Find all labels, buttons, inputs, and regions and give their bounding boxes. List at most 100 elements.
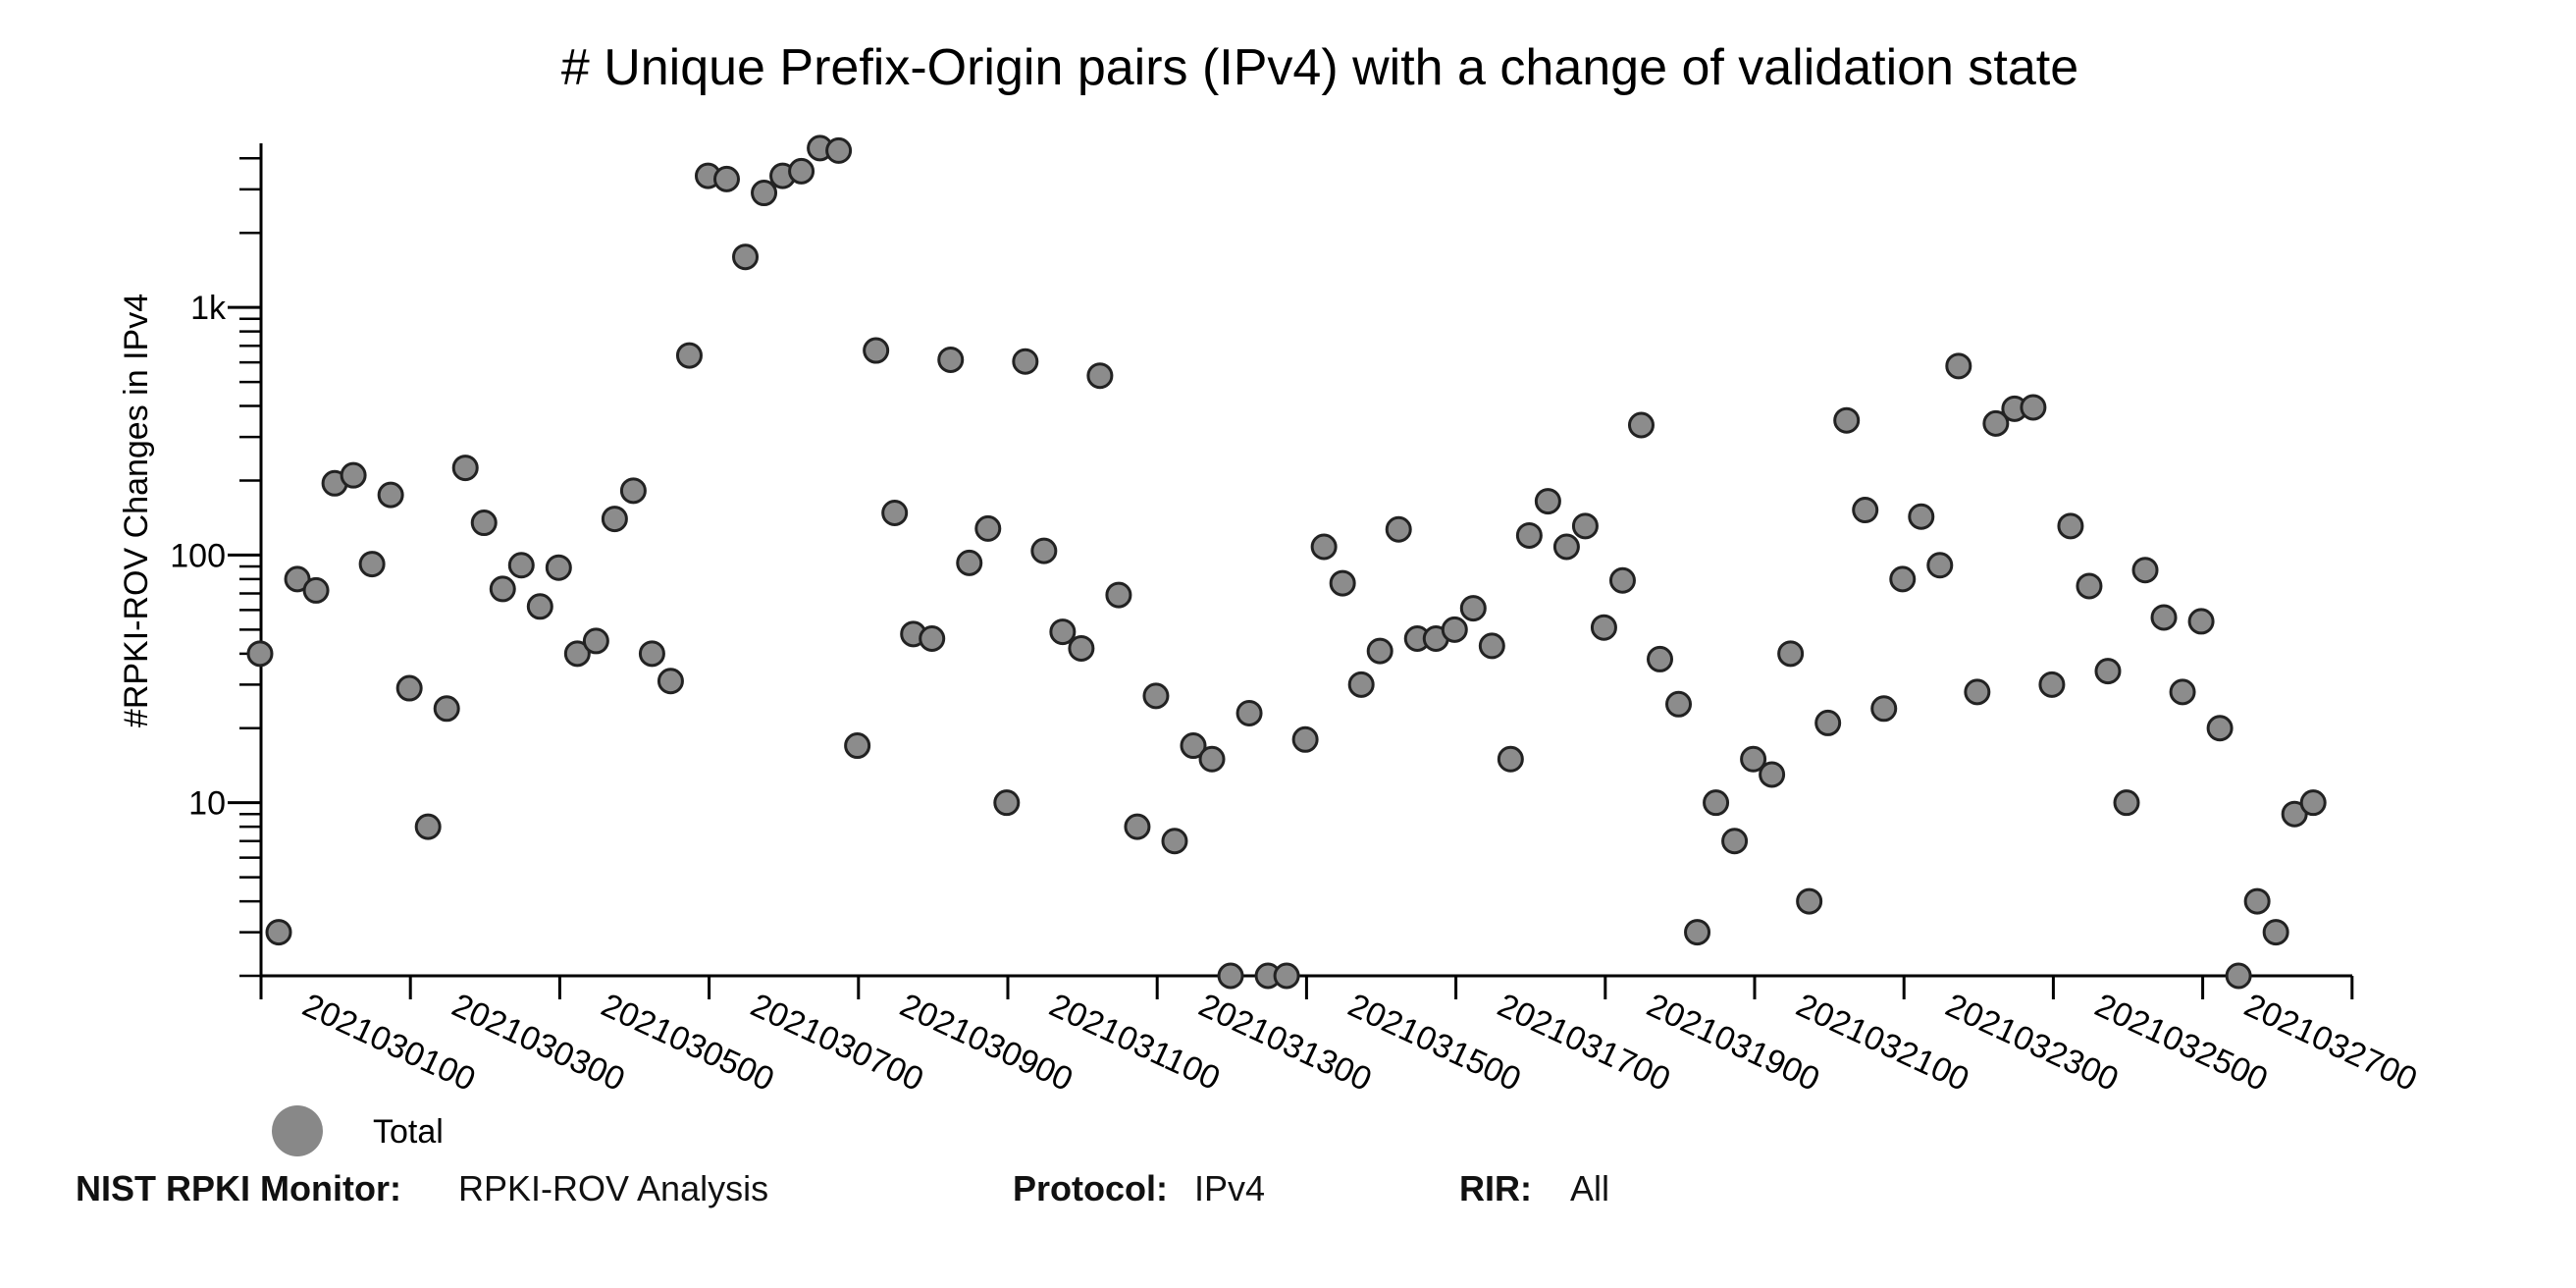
x-tick-label: 2021032700: [2238, 987, 2422, 1099]
x-tick-label: 2021031100: [1044, 987, 1226, 1098]
data-point: [1777, 640, 1805, 668]
data-point: [863, 337, 890, 364]
data-point: [638, 640, 665, 668]
data-point: [265, 919, 292, 946]
data-point: [1703, 789, 1730, 817]
data-point: [1590, 614, 1617, 641]
data-point: [2225, 962, 2252, 990]
data-point: [2094, 658, 2122, 685]
data-point: [1310, 533, 1338, 561]
data-point: [1086, 362, 1114, 390]
data-point: [1124, 813, 1151, 840]
data-point: [246, 640, 274, 668]
data-point: [545, 554, 572, 581]
y-axis-label: #RPKI-ROV Changes in IPv4: [118, 294, 155, 727]
legend-marker: [272, 1105, 323, 1156]
y-tick-label: 100: [170, 537, 226, 574]
data-point: [713, 165, 740, 192]
data-point: [956, 549, 983, 576]
data-point: [657, 668, 684, 695]
data-point: [563, 640, 591, 668]
data-point: [1049, 618, 1077, 646]
data-point: [1534, 488, 1561, 515]
data-point: [284, 565, 311, 593]
data-point: [788, 157, 815, 185]
data-point: [1964, 678, 1991, 706]
rir-value: All: [1570, 1168, 1610, 1208]
data-point: [2076, 572, 2103, 600]
data-point: [582, 627, 609, 655]
data-point: [1478, 632, 1505, 660]
data-point: [919, 625, 946, 653]
data-point: [2057, 512, 2084, 540]
data-point: [1647, 645, 1673, 672]
data-point: [1142, 682, 1170, 710]
y-tick-label: 10: [188, 785, 226, 823]
data-point: [1347, 671, 1375, 698]
data-point: [1012, 348, 1039, 375]
data-point: [732, 243, 760, 271]
data-point: [1608, 566, 1636, 594]
data-point: [340, 461, 367, 489]
data-point: [1217, 962, 1244, 990]
data-point: [489, 575, 516, 603]
data-point: [2038, 671, 2066, 698]
data-point: [2206, 715, 2234, 742]
footer: NIST RPKI Monitor: RPKI-ROV Analysis Pro…: [0, 1168, 2576, 1227]
axes: [259, 143, 2352, 978]
data-point: [1068, 634, 1095, 662]
chart: # Unique Prefix-Origin pairs (IPv4) with…: [118, 39, 2423, 1156]
data-point: [1852, 497, 1879, 524]
data-point: [2131, 557, 2159, 584]
data-point: [601, 506, 628, 533]
rir-label: RIR:: [1459, 1168, 1532, 1208]
data-point: [1740, 745, 1767, 773]
y-tick-label: 1k: [190, 290, 227, 327]
data-point: [1366, 637, 1393, 665]
data-point: [1273, 962, 1300, 990]
data-point: [751, 180, 778, 207]
legend-label: Total: [373, 1113, 444, 1151]
data-point: [1796, 887, 1823, 915]
data-point: [1889, 565, 1917, 593]
data-point: [993, 789, 1021, 817]
data-point: [974, 514, 1002, 542]
data-point: [2187, 608, 2215, 635]
data-point: [1459, 595, 1487, 622]
data-point: [1385, 515, 1412, 543]
data-point: [1198, 745, 1226, 773]
data-points: [246, 134, 2327, 990]
data-point: [433, 695, 460, 723]
data-point: [1627, 411, 1655, 439]
data-point: [2113, 789, 2140, 817]
data-point: [1105, 581, 1132, 609]
data-point: [1833, 406, 1861, 434]
data-point: [470, 510, 498, 537]
data-point: [1571, 512, 1599, 540]
data-point: [451, 455, 479, 482]
data-point: [414, 813, 442, 840]
data-point: [937, 346, 965, 373]
data-point: [1497, 745, 1524, 773]
data-point: [1291, 725, 1319, 753]
legend: Total: [272, 1105, 444, 1156]
data-point: [358, 551, 386, 578]
data-point: [2169, 678, 2196, 706]
data-point: [1982, 409, 2010, 437]
data-point: [1926, 552, 1954, 579]
data-point: [844, 732, 871, 760]
data-point: [1908, 503, 1935, 530]
data-point: [2262, 919, 2289, 946]
data-point: [1515, 521, 1543, 549]
data-point: [1721, 828, 1749, 855]
data-point: [1161, 828, 1188, 855]
data-point: [1665, 690, 1693, 718]
data-point: [2243, 887, 2271, 915]
data-point: [1030, 537, 1058, 564]
data-point: [1441, 616, 1468, 643]
data-point: [2150, 604, 2178, 631]
monitor-value: RPKI-ROV Analysis: [458, 1168, 769, 1208]
y-axis-ticks: 10 100 1k: [170, 157, 261, 978]
data-point: [2020, 394, 2047, 421]
data-point: [881, 499, 909, 526]
